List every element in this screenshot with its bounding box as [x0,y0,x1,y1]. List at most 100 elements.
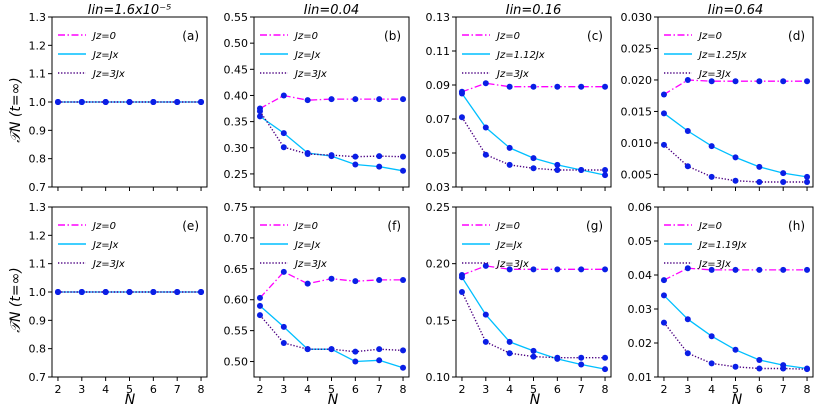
x-tick-label: 4 [708,383,715,396]
data-point [328,275,335,282]
data-point [708,173,715,180]
data-point [506,266,513,273]
x-tick-label: 8 [804,383,811,396]
data-point [756,365,763,372]
data-point [578,361,585,368]
y-tick-label: 0.8 [29,153,47,166]
data-point [376,357,383,364]
y-tick-label: 0.005 [621,168,653,181]
x-tick-label: 2 [54,383,61,396]
legend-entry: Jz=3Jx [293,69,327,80]
data-point [602,266,609,273]
y-tick-label: 0.35 [224,116,249,129]
panel-d: 0.005 0.010 0.015 0.020 0.025 0.030 Iin=0.64 (d… [621,3,814,191]
y-tick-label: 0.30 [224,142,249,155]
data-point [732,346,739,353]
data-point [732,266,739,273]
y-tick-label: 0.9 [29,314,47,327]
y-tick-label: 1.1 [29,258,47,271]
x-tick-label: 4 [304,383,311,396]
data-point [198,289,205,295]
panel-f: 0.50 0.55 0.60 0.65 0.70 0.75 2 3 4 5 6 7 8 (f) Jz=0 Jz… [224,201,410,396]
panel-title: Iin=0.04 [304,3,360,18]
data-point [780,78,787,85]
data-point [602,167,609,173]
x-axis-label-1: N [125,392,136,408]
data-point [352,348,359,355]
data-point [458,114,465,121]
data-point [376,276,383,283]
y-tick-label: 0.03 [426,181,451,194]
data-point [530,347,537,354]
x-tick-label: 5 [732,383,739,396]
x-tick-label: 3 [684,383,691,396]
panel-label: (g) [586,219,603,233]
data-point [150,99,157,105]
legend-entry: Jz=0 [293,221,318,232]
legend-entry: Jz=0 [91,221,116,232]
panel-label: (e) [182,219,199,233]
data-point [506,83,513,90]
data-point [554,354,561,361]
x-tick-label: 4 [102,383,109,396]
data-point [458,289,465,295]
x-axis-label-4: N [732,392,743,408]
y-tick-label: 0.7 [29,371,47,384]
data-point [506,161,513,168]
y-tick-label: 0.03 [628,303,653,316]
data-point [602,366,609,373]
y-tick-label: 0.50 [224,356,249,369]
x-tick-label: 7 [780,383,787,396]
data-point [482,124,489,131]
y-tick-label: 1.2 [29,229,47,242]
series-line-2 [663,294,808,370]
data-point [256,302,263,309]
data-point [732,177,739,184]
data-point [482,151,489,158]
y-axis-label-bottom: 𝒯N (t=∞) [8,267,24,332]
y-tick-label: 0.8 [29,343,47,356]
data-point [756,266,763,273]
data-point [708,333,715,340]
data-point [684,76,691,83]
data-point [400,167,407,174]
data-point [554,167,561,173]
x-tick-label: 7 [578,383,585,396]
data-point [804,78,811,85]
data-point [400,276,407,283]
panel-label: (c) [587,29,603,43]
x-tick-label: 8 [198,383,205,396]
data-point [256,312,263,319]
data-point [732,154,739,161]
panel-e: 0.7 0.8 0.9 1.0 1.1 1.2 1.3 2 3 4 5 6 7 8 (e) Jz=0 Jz=Jx… [29,201,208,396]
y-tick-label: 0.04 [628,269,653,282]
data-point [280,268,287,275]
data-point [102,99,109,105]
series-line-3 [663,144,807,183]
legend-entry: Jz=0 [293,31,318,42]
y-tick-label: 0.05 [426,147,451,160]
data-point [660,91,667,98]
y-tick-label: 1.3 [29,11,47,24]
data-point [756,178,763,185]
data-point [102,289,109,295]
data-point [554,161,561,168]
x-tick-label: 6 [554,383,561,396]
y-tick-label: 1.3 [29,201,47,214]
x-tick-label: 5 [530,383,537,396]
data-point [684,265,691,272]
series-line-3 [461,291,605,359]
legend-entry: Jz=Jx [495,240,523,251]
data-point [78,289,85,295]
data-point [530,165,537,172]
y-tick-label: 0.50 [224,37,249,50]
y-tick-label: 0.020 [621,74,653,87]
y-tick-label: 0.55 [224,325,249,338]
data-point [684,350,691,357]
data-point [328,152,335,159]
data-point [482,262,489,269]
data-point [554,83,561,90]
data-point [756,163,763,170]
x-tick-label: 3 [482,383,489,396]
data-point [684,316,691,323]
